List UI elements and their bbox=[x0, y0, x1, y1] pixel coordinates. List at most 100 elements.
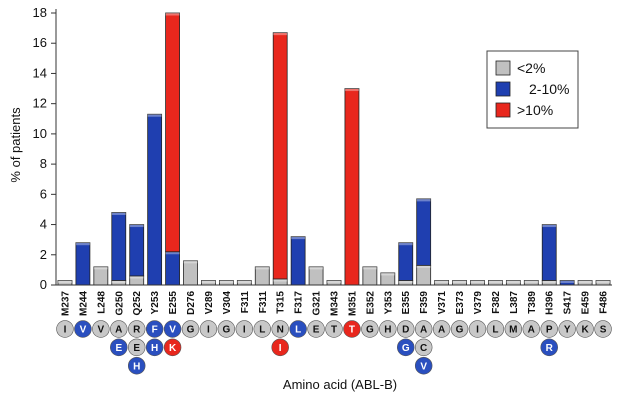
legend-label: >10% bbox=[517, 102, 553, 118]
wildtype-residue-letter: N bbox=[277, 325, 284, 336]
x-tick-label: G321 bbox=[312, 291, 323, 316]
bar-highlight bbox=[524, 280, 539, 283]
substitution-residue-circle bbox=[271, 338, 289, 357]
bar-segment-2to10 bbox=[147, 113, 163, 286]
bar-highlight bbox=[291, 236, 306, 240]
y-tick-label: 0 bbox=[40, 277, 47, 292]
wildtype-residue-circle bbox=[163, 320, 182, 338]
bar-segment-gt10 bbox=[165, 12, 180, 253]
x-axis-label: Amino acid (ABL-B) bbox=[283, 377, 397, 392]
wildtype-residue-circle bbox=[558, 320, 576, 338]
y-tick-label: 14 bbox=[33, 65, 47, 80]
x-tick-label: H396 bbox=[545, 291, 556, 315]
legend-swatch bbox=[495, 102, 511, 118]
legend: <2% 2-10% >10% bbox=[486, 50, 579, 129]
bar-highlight bbox=[578, 280, 593, 283]
bar-highlight bbox=[111, 280, 126, 283]
substitution-residue-letter: E bbox=[133, 343, 140, 354]
bar-highlight bbox=[201, 280, 216, 283]
bar-highlight bbox=[255, 266, 270, 270]
wildtype-residue-circle bbox=[56, 320, 74, 338]
bar-highlight bbox=[506, 280, 521, 283]
wildtype-residue-circle bbox=[361, 320, 379, 338]
wildtype-residue-circle bbox=[217, 320, 236, 338]
wildtype-residue-letter: A bbox=[438, 325, 445, 336]
x-tick-label: M244 bbox=[78, 291, 89, 316]
substitution-residue-circle bbox=[414, 338, 433, 357]
bar-segment-lt2 bbox=[416, 264, 432, 286]
x-tick-label: M343 bbox=[330, 291, 341, 316]
x-tick-label: G250 bbox=[114, 291, 125, 316]
x-tick-label: L248 bbox=[96, 291, 107, 314]
wildtype-residue-circle bbox=[145, 320, 164, 338]
bar-segment-2to10 bbox=[416, 198, 432, 266]
wildtype-residue-letter: A bbox=[528, 325, 535, 336]
y-tick-label: 10 bbox=[33, 126, 47, 141]
substitution-residue-letter: H bbox=[133, 361, 140, 372]
x-tick-label: E352 bbox=[365, 291, 376, 315]
bar-highlight bbox=[416, 265, 431, 268]
x-tick-label: M351 bbox=[347, 291, 358, 316]
wildtype-residue-letter: E bbox=[313, 325, 320, 336]
substitution-residue-circle bbox=[127, 356, 146, 375]
x-tick-label: V289 bbox=[204, 291, 215, 315]
legend-label: <2% bbox=[517, 60, 545, 76]
x-tick-label: E373 bbox=[455, 291, 466, 315]
x-tick-label: L387 bbox=[509, 291, 520, 314]
wildtype-residue-circle bbox=[235, 320, 254, 338]
x-tick-label: E355 bbox=[401, 291, 412, 315]
substitution-residue-circle bbox=[540, 338, 558, 357]
wildtype-residue-circle bbox=[325, 320, 343, 338]
bar-highlight bbox=[362, 266, 377, 270]
substitution-residue-circle bbox=[127, 338, 146, 357]
substitution-residue-letter: C bbox=[420, 343, 427, 354]
x-tick-label: V379 bbox=[473, 291, 484, 315]
bar-segment-2to10 bbox=[398, 242, 414, 281]
bar-segment-2to10 bbox=[75, 242, 91, 286]
wildtype-residue-letter: D bbox=[402, 325, 409, 336]
bar-highlight bbox=[309, 266, 324, 270]
y-tick-label: 12 bbox=[33, 96, 47, 111]
wildtype-residue-circle bbox=[432, 320, 451, 338]
bar-segment-2to10 bbox=[541, 224, 557, 281]
bar-highlight bbox=[434, 280, 449, 283]
x-tick-label: F382 bbox=[491, 291, 502, 314]
wildtype-residue-circle bbox=[486, 320, 505, 338]
wildtype-residue-letter: I bbox=[207, 325, 210, 336]
wildtype-residue-letter: G bbox=[187, 325, 195, 336]
wildtype-residue-circle bbox=[522, 320, 541, 338]
wildtype-residue-circle bbox=[92, 320, 110, 338]
wildtype-residue-letter: I bbox=[476, 325, 479, 336]
x-tick-label: F311 bbox=[240, 291, 251, 314]
wildtype-residue-letter: V bbox=[80, 325, 87, 336]
wildtype-residue-circle bbox=[199, 320, 218, 338]
wildtype-residue-letter: L bbox=[259, 325, 265, 336]
bar-segment-2to10 bbox=[165, 251, 180, 286]
bar-highlight bbox=[380, 272, 395, 276]
x-tick-label: E459 bbox=[581, 291, 592, 315]
x-tick-label: D276 bbox=[186, 291, 197, 315]
x-tick-label: F317 bbox=[294, 291, 305, 314]
wildtype-residue-circle bbox=[307, 320, 325, 338]
bar-highlight bbox=[452, 280, 467, 283]
substitution-residue-circle bbox=[163, 338, 182, 357]
y-tick-label: 4 bbox=[40, 217, 47, 232]
bar-highlight bbox=[93, 266, 108, 270]
x-tick-label: Y253 bbox=[150, 291, 161, 315]
wildtype-residue-circle bbox=[504, 320, 523, 338]
substitution-residue-letter: I bbox=[279, 343, 282, 354]
wildtype-residue-letter: M bbox=[509, 325, 517, 336]
wildtype-residue-circle bbox=[289, 320, 307, 338]
y-tick-label: 18 bbox=[33, 5, 47, 20]
bar-highlight bbox=[596, 280, 611, 283]
bar-highlight bbox=[344, 88, 359, 92]
legend-swatch bbox=[495, 81, 511, 97]
bar-segment-lt2 bbox=[362, 266, 378, 286]
substitution-residue-circle bbox=[110, 338, 128, 357]
x-tick-label: V371 bbox=[437, 291, 448, 315]
x-tick-label: S417 bbox=[563, 291, 574, 315]
bar-highlight bbox=[273, 278, 288, 282]
x-tick-label: F486 bbox=[599, 291, 610, 314]
substitution-residue-letter: G bbox=[402, 343, 410, 354]
